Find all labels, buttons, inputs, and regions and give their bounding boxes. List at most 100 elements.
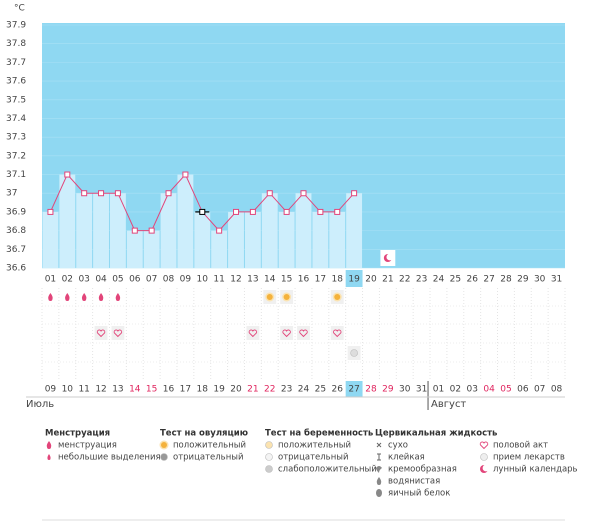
heart-icon xyxy=(282,329,291,338)
temperature-bar xyxy=(295,193,312,268)
x-tick-label: 30 xyxy=(534,275,546,285)
x-tick-label: 22 xyxy=(399,275,410,285)
x-tick-label: 11 xyxy=(213,275,224,285)
temperature-point xyxy=(233,208,240,215)
icon-cell xyxy=(246,326,260,340)
icon-cell xyxy=(280,326,294,340)
x-tick-label: 09 xyxy=(180,275,192,285)
temperature-bar xyxy=(312,211,329,268)
dry-icon xyxy=(376,442,382,448)
calendar-date: 04 xyxy=(483,385,495,395)
y-tick-label: 37.3 xyxy=(6,133,26,143)
x-tick-label: 26 xyxy=(466,275,478,285)
drop-icon xyxy=(65,293,70,301)
x-tick-label: 03 xyxy=(78,275,89,285)
sun-icon xyxy=(161,442,167,448)
x-tick-label: 04 xyxy=(95,275,107,285)
sticky-icon xyxy=(377,453,381,461)
test-icon xyxy=(350,349,358,357)
temperature-point xyxy=(266,190,273,197)
temperature-point xyxy=(98,190,105,197)
legend-title: Цервикальная жидкость xyxy=(375,429,497,439)
x-tick-label: 18 xyxy=(332,275,344,285)
calendar-date: 31 xyxy=(416,385,427,395)
temperature-bar xyxy=(211,230,228,268)
watery-icon xyxy=(376,477,382,485)
temperature-bar xyxy=(278,211,295,268)
legend-item: водянистая xyxy=(388,477,440,487)
sun-icon xyxy=(283,294,290,300)
x-tick-label: 29 xyxy=(517,275,529,285)
y-tick-label: 37.1 xyxy=(6,170,26,180)
temperature-point xyxy=(47,208,54,215)
temperature-point xyxy=(131,227,138,234)
x-tick-label: 14 xyxy=(264,275,276,285)
temperature-point xyxy=(199,208,206,215)
x-tick-label: 06 xyxy=(129,275,141,285)
test-icon xyxy=(160,453,168,461)
calendar-date: 21 xyxy=(247,385,258,395)
temperature-point xyxy=(334,208,341,215)
x-tick-label: 21 xyxy=(382,275,393,285)
temperature-point xyxy=(216,227,223,234)
calendar-date: 11 xyxy=(78,385,89,395)
calendar-date: 17 xyxy=(180,385,191,395)
x-tick-label: 01 xyxy=(45,275,56,285)
test-icon xyxy=(265,465,273,473)
calendar-date: 09 xyxy=(45,385,57,395)
drop-icon xyxy=(48,293,53,301)
heart-icon xyxy=(96,329,106,338)
calendar-date: 02 xyxy=(450,385,461,395)
temperature-point xyxy=(283,208,290,215)
temperature-point xyxy=(64,171,71,178)
temperature-bar xyxy=(59,174,76,268)
calendar-date: 20 xyxy=(230,385,242,395)
y-tick-label: 37.7 xyxy=(6,58,26,68)
moon-cut xyxy=(482,464,490,472)
x-tick-label: 05 xyxy=(112,275,123,285)
temperature-point xyxy=(182,171,189,178)
temperature-bar xyxy=(329,211,346,268)
calendar-date: 23 xyxy=(281,385,292,395)
x-tick-label: 16 xyxy=(298,275,310,285)
calendar-date: 29 xyxy=(382,385,394,395)
legend-item: менструация xyxy=(58,441,117,451)
temperature-point xyxy=(114,190,121,197)
temperature-bar xyxy=(93,193,109,268)
legend-item: отрицательный xyxy=(278,453,348,463)
calendar-date: 13 xyxy=(112,385,123,395)
calendar-date: 24 xyxy=(298,385,310,395)
moon-cut xyxy=(386,253,394,261)
calendar-date: 12 xyxy=(95,385,106,395)
y-tick-label: 37.5 xyxy=(6,95,26,105)
legend-item: отрицательный xyxy=(173,453,243,463)
y-tick-label: 37.2 xyxy=(6,151,26,161)
calendar-date: 18 xyxy=(197,385,209,395)
y-tick-label: 36.8 xyxy=(6,226,26,236)
test-icon xyxy=(265,441,273,449)
legend-title: Менструация xyxy=(45,429,110,439)
icon-cell xyxy=(330,326,344,340)
x-tick-label: 23 xyxy=(416,275,427,285)
temperature-bar xyxy=(228,211,244,268)
heart-icon xyxy=(479,441,489,450)
y-tick-label: 37.8 xyxy=(6,39,26,49)
drop-icon xyxy=(47,454,51,461)
x-tick-label: 07 xyxy=(146,275,157,285)
calendar-date: 05 xyxy=(500,385,511,395)
legend-item: положительный xyxy=(173,441,246,451)
calendar-date: 25 xyxy=(315,385,326,395)
calendar-date: 08 xyxy=(551,385,563,395)
temperature-bar xyxy=(244,211,261,268)
temperature-bar xyxy=(194,211,211,268)
heart-icon xyxy=(333,329,342,338)
sun-icon xyxy=(334,294,341,300)
sun-icon xyxy=(266,294,273,300)
calendar-date: 14 xyxy=(129,385,141,395)
x-tick-label: 28 xyxy=(500,275,512,285)
legend-item: лунный календарь xyxy=(493,465,578,475)
x-tick-label: 24 xyxy=(433,275,445,285)
creamy-icon xyxy=(376,466,382,473)
heart-icon xyxy=(248,329,258,338)
